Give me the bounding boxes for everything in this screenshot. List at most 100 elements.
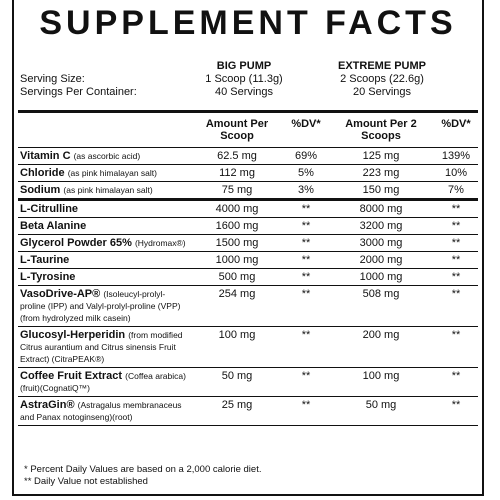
ingredient-note: (Isoleucyl-prolyl-proline (IPP) and Valy…: [20, 289, 181, 323]
daily-value: 69%: [284, 147, 328, 165]
daily-value: 3%: [284, 181, 328, 201]
facts-table: Amount Per Scoop %DV* Amount Per 2 Scoops%…: [18, 110, 478, 426]
amount: 25 mg: [190, 396, 284, 426]
daily-value: **: [284, 234, 328, 252]
ingredient: Beta Alanine: [18, 217, 190, 235]
ingredient-note: (as ascorbic acid): [73, 151, 141, 161]
amount: 112 mg: [190, 164, 284, 182]
header-row: Amount Per Scoop %DV* Amount Per 2 Scoops%…: [18, 110, 478, 148]
ingredient-note: (as pink himalayan salt): [67, 168, 157, 178]
daily-value: **: [284, 268, 328, 286]
ingredient-note: (as pink himalayan salt): [63, 185, 153, 195]
amount: 50 mg: [190, 367, 284, 397]
label: SUPPLEMENT FACTS Serving Size: Servings …: [12, 0, 484, 496]
amount: 3200 mg: [328, 217, 434, 235]
amount: 254 mg: [190, 285, 284, 327]
ingredient-name: Beta Alanine: [20, 220, 87, 232]
amount: 1000 mg: [328, 268, 434, 286]
row: Glycerol Powder 65% (Hydromax®) 1500 mg **…: [18, 234, 478, 252]
daily-value: **: [284, 251, 328, 269]
amount: 1500 mg: [190, 234, 284, 252]
ingredient: Vitamin C (as ascorbic acid): [18, 147, 190, 165]
amount: 8000 mg: [328, 199, 434, 218]
ingredient-note: (Coffea arabica)(fruit)(CognatiQ™): [20, 371, 186, 393]
amount: 125 mg: [328, 147, 434, 165]
footnote: * Percent Daily Values are based on a 2,…: [24, 464, 262, 475]
amount: 50 mg: [328, 396, 434, 426]
ingredient: Glucosyl-Herperidin (from modified Citru…: [18, 326, 190, 368]
ingredient: L-Taurine: [18, 251, 190, 269]
ingredient-note: (Hydromax®): [134, 238, 186, 248]
amount: 1000 mg: [190, 251, 284, 269]
daily-value: **: [434, 367, 478, 397]
ingredient: Glycerol Powder 65% (Hydromax®): [18, 234, 190, 252]
column-header: %DV*: [434, 110, 478, 148]
label: Serving Size:: [20, 73, 85, 85]
product: BIG PUMP 1 Scoop (11.3g) 40 Servings: [184, 60, 304, 99]
ingredient-name: Coffee Fruit Extract: [20, 370, 123, 382]
amount: 1600 mg: [190, 217, 284, 235]
product: EXTREME PUMP 2 Scoops (22.6g) 20 Serving…: [322, 60, 442, 99]
row: VasoDrive-AP® (Isoleucyl-prolyl-proline …: [18, 285, 478, 327]
amount: 200 mg: [328, 326, 434, 368]
amount: 150 mg: [328, 181, 434, 201]
column-header: Amount Per Scoop: [190, 110, 284, 148]
product-name: BIG PUMP: [216, 60, 272, 72]
amount: 508 mg: [328, 285, 434, 327]
ingredient: Sodium (as pink himalayan salt): [18, 181, 190, 201]
amount: 500 mg: [190, 268, 284, 286]
ingredient-name: VasoDrive-AP®: [20, 288, 101, 300]
row: AstraGin® (Astragalus membranaceus and P…: [18, 396, 478, 426]
amount: 75 mg: [190, 181, 284, 201]
row: Chloride (as pink himalayan salt) 112 mg 5…: [18, 164, 478, 182]
ingredient-note: (from modified Citrus aurantium and Citr…: [20, 330, 183, 364]
daily-value: **: [284, 285, 328, 327]
daily-value: 5%: [284, 164, 328, 182]
servings: 40 Servings: [214, 86, 274, 98]
daily-value: **: [434, 396, 478, 426]
amount: 3000 mg: [328, 234, 434, 252]
footnotes: * Percent Daily Values are based on a 2,…: [24, 464, 261, 488]
ingredient: AstraGin® (Astragalus membranaceus and P…: [18, 396, 190, 426]
daily-value: **: [284, 217, 328, 235]
daily-value: **: [434, 285, 478, 327]
ingredient-name: L-Taurine: [20, 254, 70, 266]
amount: 223 mg: [328, 164, 434, 182]
daily-value: **: [434, 251, 478, 269]
size: 1 Scoop (11.3g): [205, 73, 283, 85]
amount: 100 mg: [190, 326, 284, 368]
daily-value: **: [284, 367, 328, 397]
ingredient-note: (Astragalus membranaceus and Panax notog…: [20, 400, 182, 422]
row: L-Tyrosine 500 mg ** 1000 mg **: [18, 268, 478, 286]
daily-value: 7%: [434, 181, 478, 201]
servings: 20 Servings: [352, 86, 412, 98]
daily-value: **: [434, 199, 478, 218]
row: Beta Alanine 1600 mg ** 3200 mg **: [18, 217, 478, 235]
daily-value: **: [434, 268, 478, 286]
ingredient: Coffee Fruit Extract (Coffea arabica)(fr…: [18, 367, 190, 397]
ingredient-name: Vitamin C: [20, 150, 71, 162]
daily-value: **: [284, 199, 328, 218]
ingredient-name: Chloride: [20, 167, 65, 179]
amount: 4000 mg: [190, 199, 284, 218]
daily-value: **: [434, 326, 478, 368]
row: Sodium (as pink himalayan salt) 75 mg 3% 15…: [18, 181, 478, 201]
ingredient: VasoDrive-AP® (Isoleucyl-prolyl-proline …: [18, 285, 190, 327]
serving-labels: Serving Size: Servings Per Container:: [20, 73, 137, 99]
ingredient: Chloride (as pink himalayan salt): [18, 164, 190, 182]
column-header: %DV*: [284, 110, 328, 148]
ingredient: L-Citrulline: [18, 199, 190, 218]
size: 2 Scoops (22.6g): [340, 73, 424, 85]
ingredient-name: Sodium: [20, 184, 61, 196]
ingredient-name: L-Citrulline: [20, 203, 79, 215]
amount: 100 mg: [328, 367, 434, 397]
daily-value: **: [434, 217, 478, 235]
title: SUPPLEMENT FACTS: [39, 4, 457, 42]
row: L-Taurine 1000 mg ** 2000 mg **: [18, 251, 478, 269]
row: Coffee Fruit Extract (Coffea arabica)(fr…: [18, 367, 478, 397]
label: Servings Per Container:: [20, 86, 137, 98]
daily-value: 139%: [434, 147, 478, 165]
ingredient: L-Tyrosine: [18, 268, 190, 286]
daily-value: 10%: [434, 164, 478, 182]
